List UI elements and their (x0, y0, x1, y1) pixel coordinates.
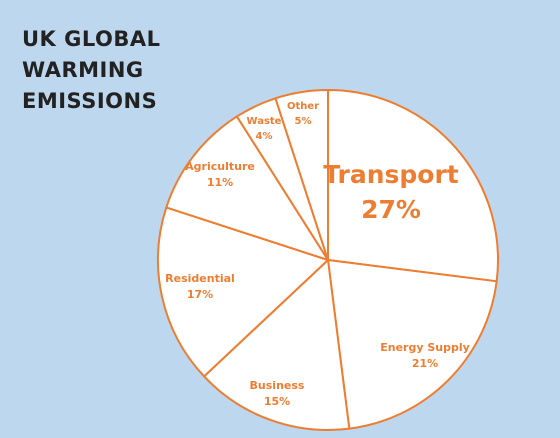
slice-label-business: Business (250, 379, 305, 392)
chart-title: UK GLOBAL WARMING EMISSIONS (22, 24, 222, 117)
slice-value-business: 15% (264, 395, 290, 408)
slice-value-other: 5% (295, 116, 312, 127)
slice-value-residential: 17% (187, 288, 213, 301)
chart-title-line: EMISSIONS (22, 89, 158, 113)
slice-value-energy-supply: 21% (412, 357, 438, 370)
pie-slice-energy-supply (327, 259, 498, 430)
pie-slice-residential (157, 206, 329, 378)
chart-title-line: UK GLOBAL (22, 27, 161, 51)
slice-label-other: Other (287, 101, 319, 112)
slice-label-agriculture: Agriculture (185, 160, 255, 173)
chart-title-line: WARMING (22, 58, 144, 82)
slice-label-transport: Transport (323, 160, 459, 189)
slice-value-transport: 27% (361, 195, 421, 224)
pie-slice-other (274, 89, 329, 261)
pie-labels: Transport 27% Energy Supply 21% Business 15% R… (165, 101, 470, 408)
pie-slice-business (203, 259, 351, 431)
slice-label-energy-supply: Energy Supply (380, 341, 470, 354)
pie-slice-transport (327, 89, 500, 283)
slice-value-agriculture: 11% (207, 176, 233, 189)
slice-value-waste: 4% (256, 131, 273, 142)
pie-slice-agriculture (165, 115, 329, 261)
pie-slices (157, 89, 500, 431)
slice-label-waste: Waste (247, 116, 282, 127)
slice-label-residential: Residential (165, 272, 235, 285)
